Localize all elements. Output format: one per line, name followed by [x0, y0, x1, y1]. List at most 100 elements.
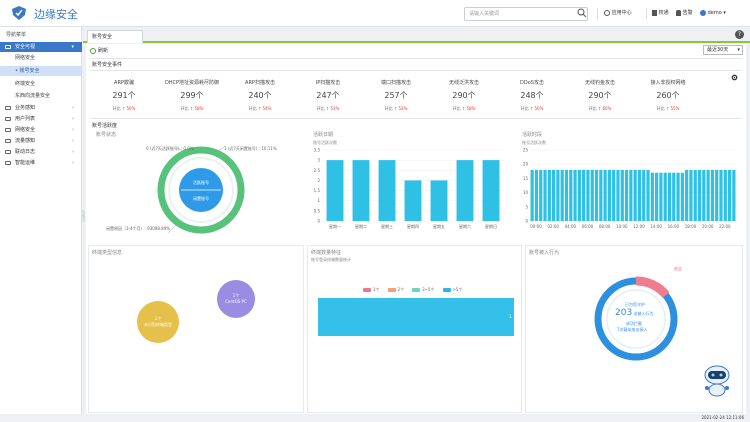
- bar[interactable]: [616, 169, 620, 221]
- bar[interactable]: [569, 169, 573, 221]
- assistant-robot-icon[interactable]: [701, 364, 733, 398]
- sidebar-item-traffic[interactable]: 流量感知 ›: [0, 136, 82, 146]
- bar[interactable]: [624, 169, 629, 221]
- sidebar-sub-east-west[interactable]: 东西向流量安全: [15, 93, 51, 99]
- bar[interactable]: [693, 169, 697, 221]
- bar[interactable]: [654, 172, 659, 221]
- sidebar-sub-network[interactable]: 网络安全: [15, 55, 36, 61]
- bar[interactable]: [482, 160, 500, 221]
- sidebar-item-security-visual[interactable]: 安全可视 ▾: [0, 42, 82, 52]
- bar[interactable]: [659, 172, 663, 221]
- legend-item[interactable]: 1个: [363, 287, 380, 293]
- bar[interactable]: [719, 169, 723, 221]
- sidebar-item-ops[interactable]: 智能运维 ›: [0, 158, 82, 168]
- sidebar-item-logs[interactable]: 联动日志 ›: [0, 147, 82, 157]
- bar[interactable]: [456, 160, 474, 221]
- bar[interactable]: [685, 169, 689, 221]
- bar[interactable]: [594, 169, 599, 221]
- event-stat[interactable]: DHCP地址资源耗尽防御 299个 环比 ↑ 58%: [164, 79, 220, 112]
- event-stat[interactable]: 接入非授权网络 260个 环比 ↑ 55%: [640, 79, 696, 112]
- bar[interactable]: [551, 169, 556, 221]
- bar[interactable]: [680, 172, 684, 221]
- bar[interactable]: [539, 169, 543, 221]
- bar[interactable]: [650, 172, 654, 221]
- event-value: 247个: [316, 91, 340, 100]
- sidebar-sub-terminal[interactable]: 终端安全: [15, 81, 36, 87]
- bar[interactable]: [577, 169, 581, 221]
- bar[interactable]: [715, 169, 719, 221]
- alert-button[interactable]: 告警: [676, 9, 693, 18]
- bar[interactable]: [599, 169, 603, 221]
- bar[interactable]: [534, 169, 539, 221]
- donut-label-c: 闲置原因（3-4个月）: 93098.89%: [106, 226, 171, 231]
- legend-item[interactable]: 3~5个: [412, 287, 435, 293]
- user-menu[interactable]: demo ▾: [700, 9, 726, 18]
- sidebar-sub-account[interactable]: • 账号安全: [0, 66, 82, 76]
- bar[interactable]: [607, 169, 612, 221]
- bar[interactable]: [603, 169, 607, 221]
- bar[interactable]: [702, 169, 706, 221]
- legend-item[interactable]: 2个: [387, 287, 404, 293]
- bar[interactable]: [430, 180, 448, 221]
- sidebar-collapse-handle[interactable]: ‹: [81, 210, 85, 222]
- bar[interactable]: [530, 169, 534, 221]
- event-stat[interactable]: 无线泛洪攻击 290个 环比 ↑ 58%: [436, 79, 492, 112]
- search-icon[interactable]: [577, 8, 587, 18]
- tab-account-security[interactable]: 账号安全: [87, 30, 143, 43]
- search-input[interactable]: 请输入关键词: [464, 7, 588, 21]
- bar[interactable]: [586, 169, 590, 221]
- bar[interactable]: [663, 172, 667, 221]
- help-icon[interactable]: ?: [735, 30, 744, 39]
- event-stat[interactable]: IP扫描攻击 247个 环比 ↑ 53%: [300, 79, 356, 112]
- bar[interactable]: [642, 169, 646, 221]
- bar[interactable]: [612, 169, 616, 221]
- bar[interactable]: [404, 180, 422, 221]
- bar[interactable]: [727, 169, 732, 221]
- bar[interactable]: [646, 169, 650, 221]
- app-center-button[interactable]: 应用中心: [604, 9, 632, 18]
- bar[interactable]: [560, 169, 564, 221]
- bar[interactable]: [732, 169, 736, 221]
- sidebar-item-users[interactable]: 用户列表 ›: [0, 114, 82, 124]
- event-stat[interactable]: DDoS攻击 248个 环比 ↑ 50%: [504, 79, 560, 112]
- bar[interactable]: [676, 172, 680, 221]
- gear-icon[interactable]: [731, 74, 738, 81]
- bar[interactable]: [547, 169, 551, 221]
- bell-icon: [676, 9, 681, 16]
- event-stat[interactable]: ARP扫描攻击 240个 环比 ↑ 54%: [232, 79, 288, 112]
- bar[interactable]: [667, 172, 672, 221]
- bar[interactable]: [590, 169, 594, 221]
- bar[interactable]: [326, 160, 344, 221]
- bubble-unknown[interactable]: 1个 未识别终端类型: [137, 301, 179, 343]
- bar[interactable]: [629, 169, 633, 221]
- robot-eye-left: [711, 373, 715, 377]
- refresh-button[interactable]: 刷新: [90, 47, 108, 55]
- bar[interactable]: [564, 169, 569, 221]
- bar[interactable]: [633, 169, 637, 221]
- interval-select[interactable]: 最近30天 ▾: [703, 45, 743, 55]
- bubble-centos[interactable]: 1个 CentOS PC: [217, 280, 255, 318]
- event-stat[interactable]: ARP欺骗 291个 环比 ↑ 56%: [96, 79, 152, 112]
- bar[interactable]: [352, 160, 370, 221]
- bar[interactable]: [672, 172, 676, 221]
- x-tick-label: 00:00: [530, 224, 542, 229]
- sidebar-item-network[interactable]: 网络安全 ›: [0, 125, 82, 135]
- bar[interactable]: [543, 169, 547, 221]
- permission-button[interactable]: 权通: [652, 9, 669, 18]
- bar[interactable]: [710, 169, 715, 221]
- bar[interactable]: [697, 169, 702, 221]
- bar[interactable]: [378, 160, 396, 221]
- sidebar-item-business[interactable]: 业务感知 ›: [0, 103, 82, 113]
- bar[interactable]: [637, 169, 642, 221]
- interval-value: 最近30天: [707, 47, 729, 53]
- bar[interactable]: [689, 169, 693, 221]
- bar[interactable]: [556, 169, 560, 221]
- bar[interactable]: [582, 169, 586, 221]
- event-stat[interactable]: 端口扫描攻击 257个 环比 ↑ 53%: [368, 79, 424, 112]
- bar[interactable]: [573, 169, 577, 221]
- bar[interactable]: [620, 169, 624, 221]
- event-stat[interactable]: 无线钓鱼攻击 290个 环比 ↑ 60%: [572, 79, 628, 112]
- bar[interactable]: [723, 169, 727, 221]
- bar[interactable]: [706, 169, 710, 221]
- legend-item[interactable]: >5个: [442, 287, 462, 293]
